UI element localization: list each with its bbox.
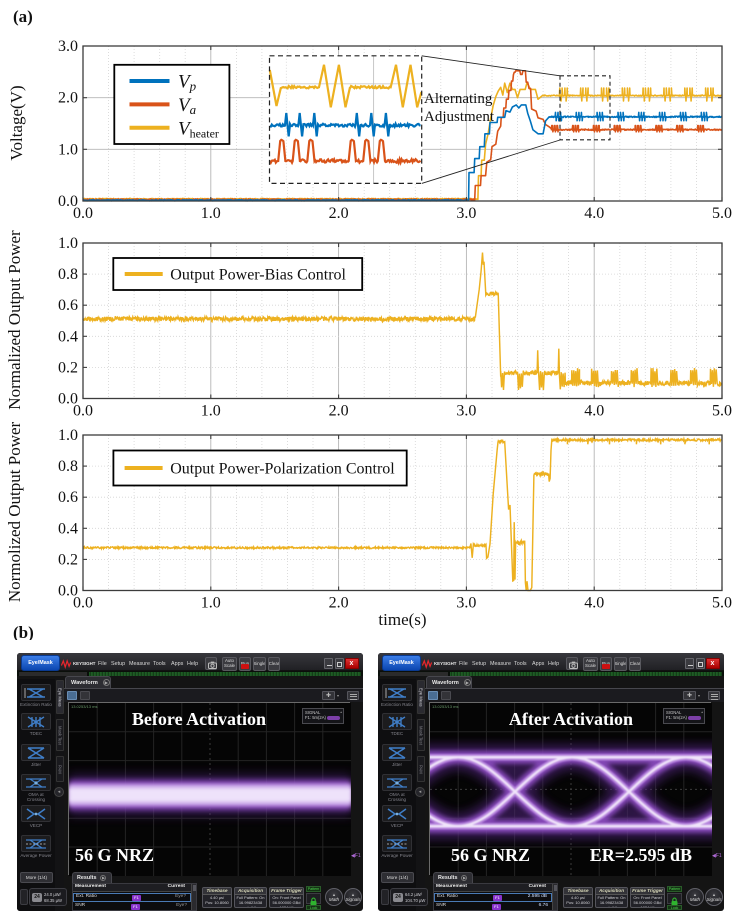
svg-text:0.0: 0.0 (58, 583, 78, 600)
svg-text:Output Power-Bias Control: Output Power-Bias Control (170, 267, 346, 284)
svg-text:(b): (b) (13, 623, 34, 640)
svg-text:0.2: 0.2 (58, 359, 78, 376)
svg-text:4.0: 4.0 (584, 205, 604, 222)
svg-text:5.0: 5.0 (712, 403, 732, 420)
svg-text:2.0: 2.0 (58, 90, 78, 107)
svg-text:0.0: 0.0 (58, 193, 78, 210)
svg-text:Normolized Output Power: Normolized Output Power (5, 421, 24, 602)
svg-text:4.0: 4.0 (584, 403, 604, 420)
svg-text:0.8: 0.8 (58, 266, 78, 283)
svg-text:5.0: 5.0 (712, 595, 732, 612)
svg-text:Voltage(V): Voltage(V) (7, 85, 26, 160)
svg-text:0.6: 0.6 (58, 297, 78, 314)
svg-text:1.0: 1.0 (58, 141, 78, 158)
svg-text:0.4: 0.4 (58, 328, 78, 345)
svg-text:1.0: 1.0 (58, 235, 78, 252)
svg-text:0.4: 0.4 (58, 520, 78, 537)
svg-text:0.0: 0.0 (73, 595, 93, 612)
svg-text:1.0: 1.0 (201, 205, 221, 222)
svg-text:2.0: 2.0 (329, 595, 349, 612)
svg-text:Normalized Output Power: Normalized Output Power (5, 230, 24, 410)
svg-text:2.0: 2.0 (329, 205, 349, 222)
svg-text:3.0: 3.0 (456, 403, 476, 420)
svg-text:Adjustment: Adjustment (424, 109, 495, 125)
svg-text:1.0: 1.0 (201, 403, 221, 420)
svg-text:1.0: 1.0 (58, 427, 78, 444)
svg-text:2.0: 2.0 (329, 403, 349, 420)
svg-text:0.8: 0.8 (58, 458, 78, 475)
svg-text:3.0: 3.0 (58, 38, 78, 55)
svg-text:1.0: 1.0 (201, 595, 221, 612)
svg-text:(a): (a) (13, 7, 33, 26)
svg-text:5.0: 5.0 (712, 205, 732, 222)
svg-text:0.0: 0.0 (58, 391, 78, 408)
svg-text:0.6: 0.6 (58, 489, 78, 506)
svg-text:Alternating: Alternating (424, 91, 493, 107)
svg-text:0.0: 0.0 (73, 205, 93, 222)
svg-text:0.2: 0.2 (58, 551, 78, 568)
svg-text:4.0: 4.0 (584, 595, 604, 612)
svg-text:3.0: 3.0 (456, 595, 476, 612)
svg-text:time(s): time(s) (378, 610, 426, 629)
svg-text:3.0: 3.0 (456, 205, 476, 222)
svg-text:0.0: 0.0 (73, 403, 93, 420)
svg-text:Output Power-Polarization Cont: Output Power-Polarization Control (170, 461, 395, 478)
